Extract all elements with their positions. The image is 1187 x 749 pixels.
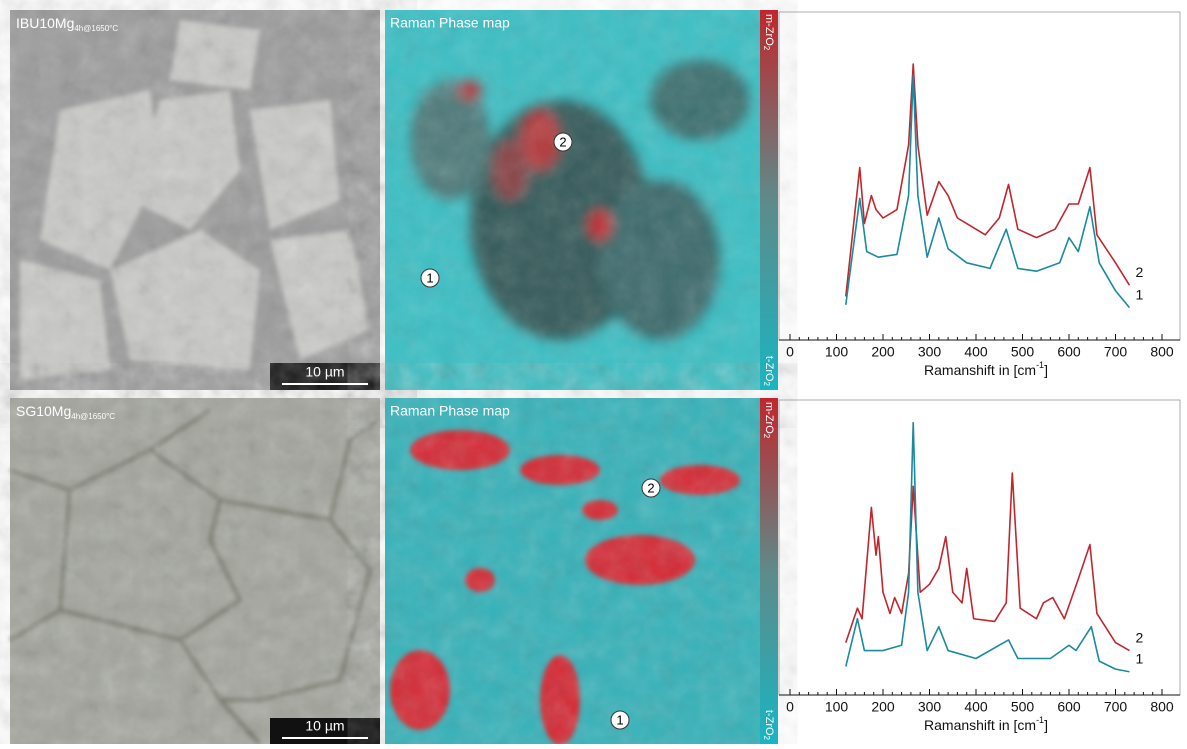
micrograph-bottom [10,398,380,744]
x-label-end: ] [1044,362,1048,378]
plot-frame [779,12,1180,340]
x-tick-label: 300 [918,344,942,360]
x-label-text: Ramanshift in [cm [924,362,1036,378]
x-tick-label: 300 [918,699,942,715]
x-label-sup: -1 [1036,360,1044,370]
plot-frame [779,400,1180,695]
condition: 4h@1650°C [71,412,115,421]
scale-bar-label: 10 µm [305,364,344,380]
x-tick-label: 800 [1150,699,1174,715]
x-tick-label: 700 [1104,699,1128,715]
scale-bar-label: 10 µm [305,718,344,734]
micrograph-top [10,10,380,390]
x-axis-label: Ramanshift in [cm-1] [924,715,1048,732]
series-label: 1 [1135,286,1143,302]
colorbar-sub: 2 [762,382,771,387]
spectrum-line [846,423,1130,672]
spectrum-line [846,473,1130,651]
x-tick-label: 400 [964,699,988,715]
colorbar-text: t-ZrO [763,710,775,736]
x-tick-label: 600 [1057,699,1081,715]
phase-map-bottom [385,398,760,744]
map-title: Raman Phase map [390,403,510,419]
x-axis-label: Ramanshift in [cm-1] [924,360,1048,377]
x-tick-label: 200 [871,344,895,360]
x-tick-label: 100 [825,344,849,360]
colorbar-sub: 2 [762,736,771,741]
phase-map-top [385,10,760,390]
colorbar-sub: 2 [762,434,771,439]
condition: 4h@1650°C [74,24,118,33]
spectrum-line [846,64,1130,296]
marker-label: 1 [426,270,433,285]
x-tick-label: 0 [786,344,794,360]
colorbar-label: m-ZrO2 [762,14,775,51]
x-tick-label: 700 [1104,344,1128,360]
figure: IBU10Mg4h@1650°C10 µmRaman Phase map12m-… [0,0,1187,744]
colorbar-text: m-ZrO [763,14,775,46]
colorbar [760,398,778,744]
colorbar-label: m-ZrO2 [762,402,775,439]
series-label: 2 [1135,629,1143,645]
x-label-sup: -1 [1036,715,1044,725]
x-tick-label: 800 [1150,344,1174,360]
x-tick-label: 500 [1011,344,1035,360]
series-label: 1 [1135,650,1143,666]
x-tick-label: 0 [786,699,794,715]
colorbar-text: t-ZrO [763,356,775,382]
map-title: Raman Phase map [390,15,510,31]
colorbar-text: m-ZrO [763,402,775,434]
x-label-end: ] [1044,717,1048,733]
x-tick-label: 400 [964,344,988,360]
x-tick-label: 500 [1011,699,1035,715]
marker-label: 2 [559,134,566,149]
series-label: 2 [1135,264,1143,280]
sample-name: SG10Mg [16,403,71,419]
x-label-text: Ramanshift in [cm [924,717,1036,733]
marker-label: 2 [647,480,654,495]
x-tick-label: 600 [1057,344,1081,360]
colorbar [760,10,778,390]
x-tick-label: 100 [825,699,849,715]
x-tick-label: 200 [871,699,895,715]
sample-name: IBU10Mg [16,15,74,31]
marker-label: 1 [616,712,623,727]
colorbar-sub: 2 [762,46,771,51]
spectrum-line [846,75,1130,307]
